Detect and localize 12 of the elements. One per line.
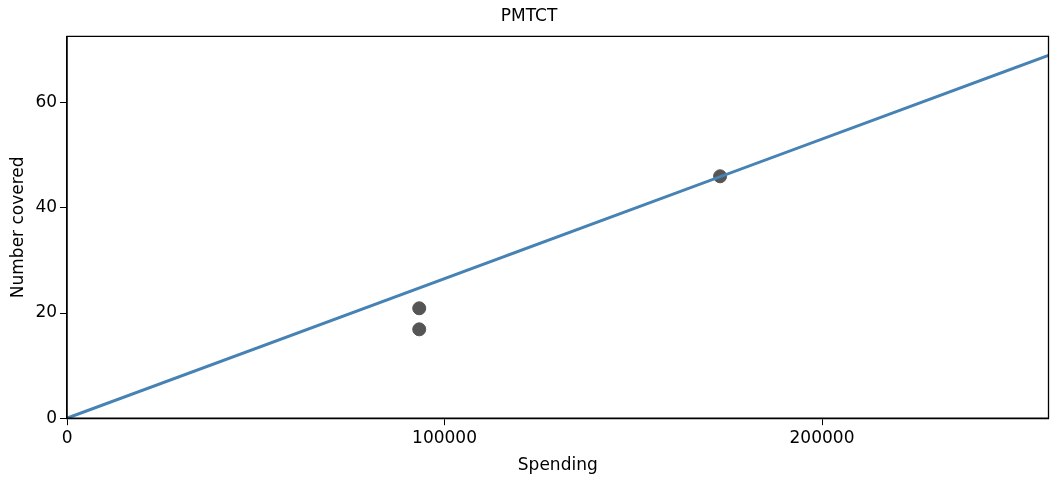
y-tick-label: 60 — [35, 91, 58, 112]
y-tick-label: 20 — [35, 301, 58, 322]
chart-title: PMTCT — [500, 4, 558, 25]
x-tick-label: 200000 — [789, 426, 855, 447]
y-tick-label: 0 — [46, 406, 58, 427]
point — [412, 322, 427, 337]
point — [412, 301, 427, 316]
y-axis-title: Number covered — [6, 156, 27, 299]
x-tick-label: 0 — [61, 426, 73, 447]
x-tick-label: 100000 — [412, 426, 477, 447]
y-tick-label: 40 — [35, 196, 58, 217]
x-axis-title: Spending — [517, 454, 598, 475]
